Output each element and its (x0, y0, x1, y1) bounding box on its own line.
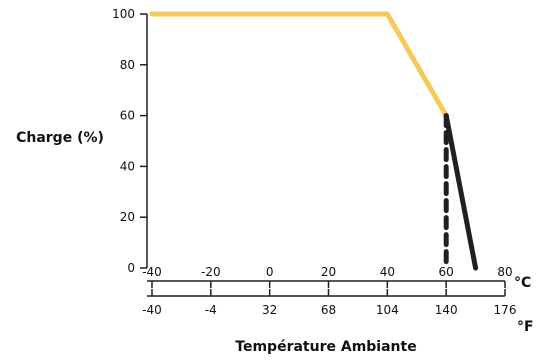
x-axis-title: Température Ambiante (235, 339, 416, 355)
y-tick-label: 0 (127, 261, 135, 275)
x-tick-label-c: -20 (201, 265, 221, 279)
x-tick-label-f: 32 (262, 303, 277, 317)
axes (146, 14, 505, 297)
series-layer (149, 11, 479, 271)
x-tick-label-f: -40 (142, 303, 162, 317)
x-tick-label-c: 0 (266, 265, 274, 279)
x-tick-label-f: -4 (205, 303, 217, 317)
y-tick-label: 80 (120, 58, 135, 72)
x-tick-label-f: 104 (376, 303, 399, 317)
y-ticks: 0 20 40 60 80 100 (112, 7, 147, 275)
y-tick-label: 60 (120, 109, 135, 123)
y-tick-label: 100 (112, 7, 135, 21)
y-tick-label: 20 (120, 210, 135, 224)
fahrenheit-unit-label: °F (517, 319, 534, 335)
x-tick-label-c: 60 (439, 265, 454, 279)
y-axis-title: Charge (%) (16, 130, 104, 146)
x-tick-label-c: 80 (497, 265, 512, 279)
series-line-1 (443, 113, 479, 271)
x-tick-label-f: 68 (321, 303, 336, 317)
x-tick-label-c: -40 (142, 265, 162, 279)
x-tick-label-c: 40 (380, 265, 395, 279)
x-tick-label-f: 140 (435, 303, 458, 317)
y-tick-label: 40 (120, 159, 135, 173)
celsius-unit-label: °C (514, 275, 531, 291)
x-tick-label-c: 20 (321, 265, 336, 279)
x-tick-label-f: 176 (494, 303, 517, 317)
series-line-0 (149, 11, 449, 119)
